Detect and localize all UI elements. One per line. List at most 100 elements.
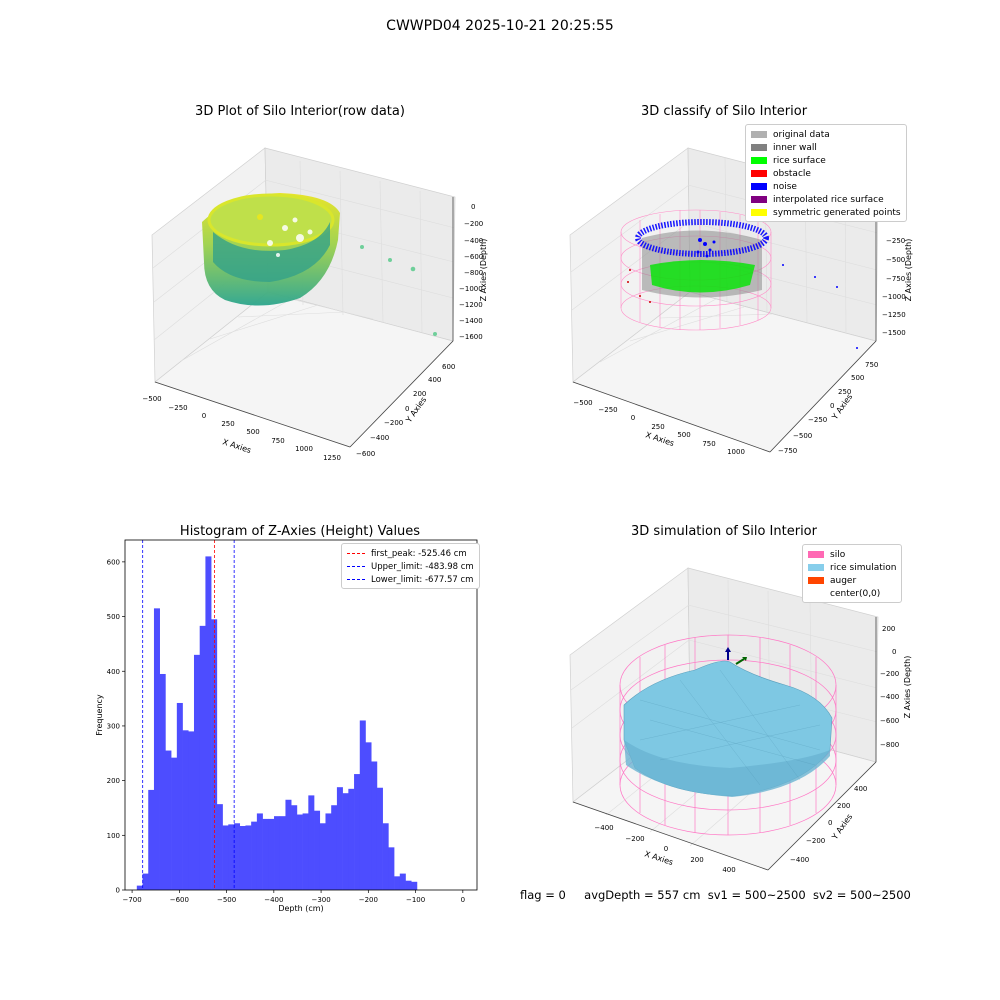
p4-ztick-4: −600	[880, 717, 899, 725]
p1-ztick-8: −1600	[459, 333, 483, 341]
histogram-bar	[188, 731, 195, 890]
p2-xtick-4: 500	[677, 431, 690, 439]
p4-ylabel: Y Axies	[830, 812, 855, 842]
legend-item-symmetric-generated-points: symmetric generated points	[751, 206, 901, 219]
histogram-bar	[376, 787, 383, 890]
legend-label: rice simulation	[830, 562, 897, 573]
legend-label: symmetric generated points	[773, 207, 901, 218]
legend-label: silo	[830, 549, 846, 560]
histogram-bar	[291, 805, 298, 890]
histogram-bar	[302, 813, 309, 890]
panel4-title: 3D simulation of Silo Interior	[631, 524, 817, 539]
histogram-chart: −700 −600 −500 −400 −300 −200 −100 0 0 100 200 300…	[95, 539, 478, 913]
histogram-bar	[411, 881, 418, 890]
status-line: flag = 0 avgDepth = 557 cm sv1 = 500~250…	[520, 888, 911, 902]
p4-ytick-4: 400	[854, 785, 867, 793]
histogram-bar	[176, 702, 183, 890]
legend-label: auger	[830, 575, 857, 586]
legend-swatch	[751, 170, 767, 177]
histogram-ytick-label: 200	[107, 777, 120, 785]
legend-item-upper-limit: Upper_limit: -483.98 cm	[347, 560, 474, 573]
histogram-title: Histogram of Z-Axies (Height) Values	[179, 524, 421, 539]
histogram-bar	[268, 818, 275, 890]
histogram-bar	[256, 813, 263, 890]
histogram-ytick-label: 0	[116, 887, 120, 895]
legend-swatch	[751, 144, 767, 151]
histogram-xtick-label: −200	[359, 896, 378, 904]
p1-xtick-7: 1250	[323, 454, 341, 462]
histogram-bar	[336, 787, 343, 890]
histogram-ytick-label: 600	[107, 558, 120, 566]
p2-xtick-3: 250	[651, 423, 664, 431]
p2-xtick-6: 1000	[727, 448, 745, 456]
legend-line	[347, 553, 365, 554]
p4-ztick-3: −400	[880, 693, 899, 701]
panel4-legend: silo rice simulation auger center(0,0)	[802, 544, 903, 603]
histogram-bar	[359, 720, 366, 890]
legend-label: inner wall	[773, 142, 817, 153]
legend-item-rice-surface: rice surface	[751, 154, 901, 167]
p4-xtick-4: 400	[722, 866, 735, 874]
histogram-bar	[142, 873, 149, 890]
p1-ztick-4: −800	[464, 269, 483, 277]
histogram-bar	[405, 880, 412, 890]
histogram-ytick-label: 100	[107, 832, 120, 840]
histogram-vlines	[142, 540, 235, 890]
histogram-bar	[199, 625, 206, 890]
histogram-xtick-label: −300	[311, 896, 330, 904]
p2-xtick-1: −250	[598, 406, 617, 414]
histogram-bar	[234, 823, 241, 890]
histogram-legend: first_peak: -525.46 cm Upper_limit: -483…	[341, 543, 480, 589]
histogram-bar	[239, 826, 246, 890]
p1-ytick-4: 200	[413, 390, 426, 398]
p4-ztick-1: 0	[892, 648, 896, 656]
p1-xtick-5: 750	[271, 437, 284, 445]
legend-label: obstacle	[773, 168, 811, 179]
p1-ztick-5: −1000	[459, 285, 483, 293]
histogram-xtick-label: 0	[461, 896, 465, 904]
histogram-bar	[285, 799, 292, 890]
histogram-bar	[153, 608, 160, 890]
histogram-bar	[348, 788, 355, 890]
legend-item-lower-limit: Lower_limit: -677.57 cm	[347, 573, 474, 586]
p2-ztick-7: −1500	[882, 329, 906, 337]
p1-ytick-2: −200	[384, 419, 403, 427]
histogram-bar	[148, 789, 155, 890]
p1-xtick-2: 0	[202, 412, 206, 420]
p1-xtick-3: 250	[221, 420, 234, 428]
status-avg-depth: avgDepth = 557 cm	[584, 888, 701, 902]
histogram-bar	[308, 795, 315, 890]
legend-swatch	[751, 209, 767, 216]
p1-ztick-3: −600	[464, 253, 483, 261]
histogram-xtick-label: −700	[122, 896, 141, 904]
legend-item-obstacle: obstacle	[751, 167, 901, 180]
histogram-ytick-label: 500	[107, 613, 120, 621]
p1-xtick-4: 500	[246, 428, 259, 436]
histogram-bar	[136, 885, 143, 890]
histogram-bar	[182, 730, 189, 890]
panel1-3d-plot: −500 −250 0 250 500 750 1000 1250 X Axie…	[142, 147, 488, 462]
legend-label: Lower_limit: -677.57 cm	[371, 574, 474, 585]
legend-swatch	[751, 196, 767, 203]
p2-ytick-6: 750	[865, 361, 878, 369]
p4-ztick-2: −200	[880, 670, 899, 678]
histogram-bar	[399, 873, 406, 890]
histogram-bar	[228, 824, 235, 890]
p2-ytick-3: 0	[830, 402, 834, 410]
legend-swatch	[808, 577, 824, 584]
legend-label: center(0,0)	[830, 588, 881, 599]
legend-item-first-peak: first_peak: -525.46 cm	[347, 547, 474, 560]
p4-ytick-1: −200	[806, 837, 825, 845]
histogram-bar	[365, 742, 372, 890]
p2-ytick-0: −750	[778, 447, 797, 455]
p1-ztick-6: −1200	[459, 301, 483, 309]
legend-item-rice-simulation: rice simulation	[808, 561, 896, 574]
histogram-bar	[222, 825, 229, 890]
histogram-bar	[262, 818, 269, 890]
histogram-bar	[251, 821, 258, 890]
histogram-bar	[388, 847, 395, 890]
legend-swatch	[808, 590, 824, 597]
histogram-bar	[205, 556, 212, 890]
p1-xtick-0: −500	[142, 395, 161, 403]
p2-ztick-4: −750	[886, 275, 905, 283]
